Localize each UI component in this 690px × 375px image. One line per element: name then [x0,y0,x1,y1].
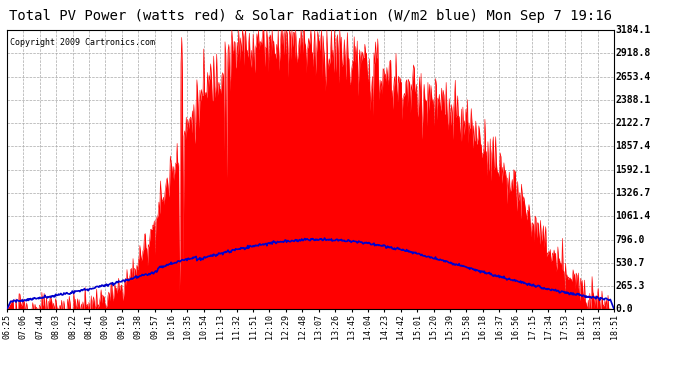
Text: 530.7: 530.7 [615,258,645,268]
Text: 2653.4: 2653.4 [615,72,651,82]
Text: Copyright 2009 Cartronics.com: Copyright 2009 Cartronics.com [10,38,155,47]
Text: Total PV Power (watts red) & Solar Radiation (W/m2 blue) Mon Sep 7 19:16: Total PV Power (watts red) & Solar Radia… [9,9,612,23]
Text: 2388.1: 2388.1 [615,95,651,105]
Text: 0.0: 0.0 [615,304,633,314]
Text: 1061.4: 1061.4 [615,211,651,221]
Text: 2918.8: 2918.8 [615,48,651,58]
Text: 2122.7: 2122.7 [615,118,651,128]
Text: 796.0: 796.0 [615,234,645,244]
Text: 265.3: 265.3 [615,281,645,291]
Text: 1326.7: 1326.7 [615,188,651,198]
Text: 1857.4: 1857.4 [615,141,651,152]
Text: 1592.1: 1592.1 [615,165,651,175]
Text: 3184.1: 3184.1 [615,25,651,35]
